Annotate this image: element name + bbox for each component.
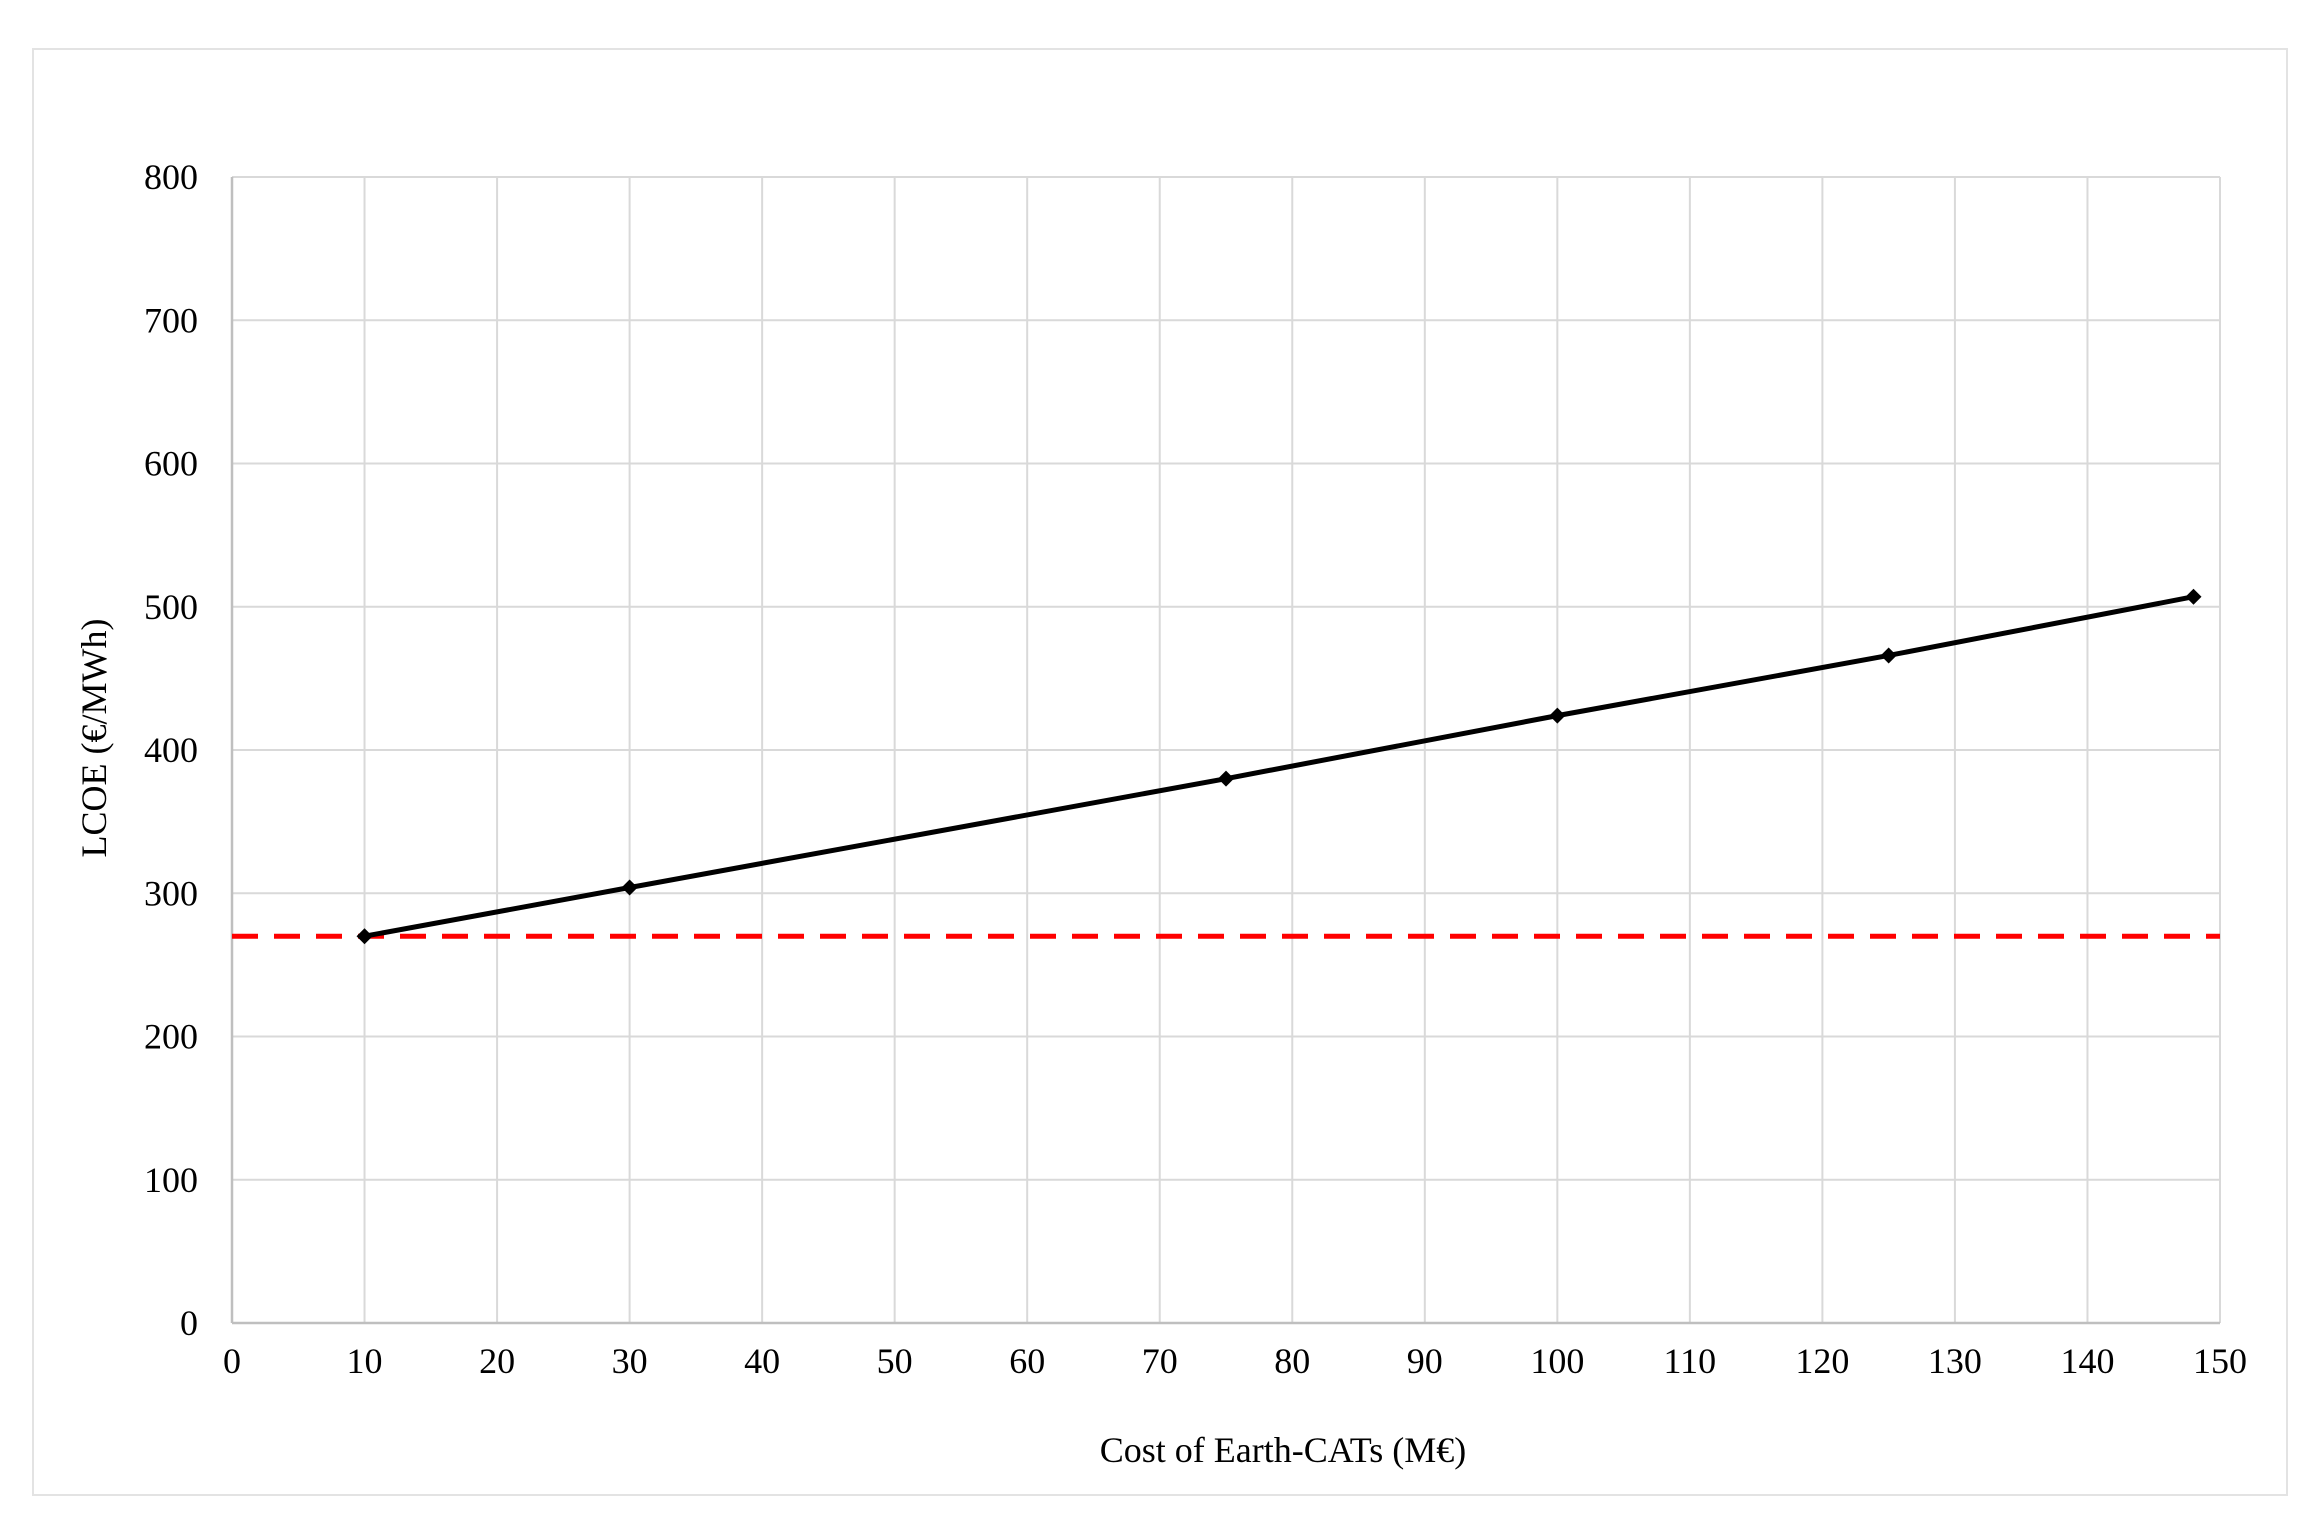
- y-tick-label: 600: [144, 444, 198, 484]
- x-tick-label: 30: [612, 1341, 648, 1381]
- axes: [230, 177, 2220, 1325]
- y-tick-label: 700: [144, 300, 198, 340]
- y-tick-label: 200: [144, 1017, 198, 1057]
- x-tick-label: 150: [2193, 1341, 2247, 1381]
- y-tick-label: 500: [144, 587, 198, 627]
- y-tick-label: 0: [180, 1303, 198, 1343]
- y-tick-label: 400: [144, 730, 198, 770]
- x-tick-label: 60: [1009, 1341, 1045, 1381]
- x-tick-label: 90: [1407, 1341, 1443, 1381]
- data-point-marker: [621, 879, 638, 896]
- x-tick-label: 10: [347, 1341, 383, 1381]
- x-tick-label: 40: [744, 1341, 780, 1381]
- series-line: [364, 594, 2194, 939]
- x-tick-label: 50: [877, 1341, 913, 1381]
- series: [356, 588, 2202, 945]
- x-tick-label: 0: [223, 1341, 241, 1381]
- y-tick-label: 800: [144, 157, 198, 197]
- x-tick-label: 70: [1142, 1341, 1178, 1381]
- x-tick-label: 120: [1795, 1341, 1849, 1381]
- x-tick-label: 100: [1530, 1341, 1584, 1381]
- x-tick-label: 80: [1274, 1341, 1310, 1381]
- x-axis-title: Cost of Earth-CATs (M€): [1100, 1430, 1466, 1470]
- x-tick-label: 20: [479, 1341, 515, 1381]
- x-tick-label: 130: [1928, 1341, 1982, 1381]
- y-tick-label: 300: [144, 873, 198, 913]
- data-point-marker: [356, 928, 373, 945]
- data-point-marker: [2185, 588, 2202, 605]
- tick-labels: 0 10 20 30 40 50 60 70 80 90 100 110 120 130 140 150 0 10…: [144, 157, 2247, 1381]
- data-point-marker: [1549, 707, 1566, 724]
- grid: [232, 176, 2221, 1323]
- data-point-marker: [1880, 647, 1897, 664]
- data-point-marker: [1218, 770, 1234, 787]
- y-axis-title: LCOE (€/MWh): [74, 619, 114, 858]
- y-tick-label: 100: [144, 1160, 198, 1200]
- x-tick-label: 110: [1664, 1341, 1717, 1381]
- x-tick-label: 140: [2060, 1341, 2114, 1381]
